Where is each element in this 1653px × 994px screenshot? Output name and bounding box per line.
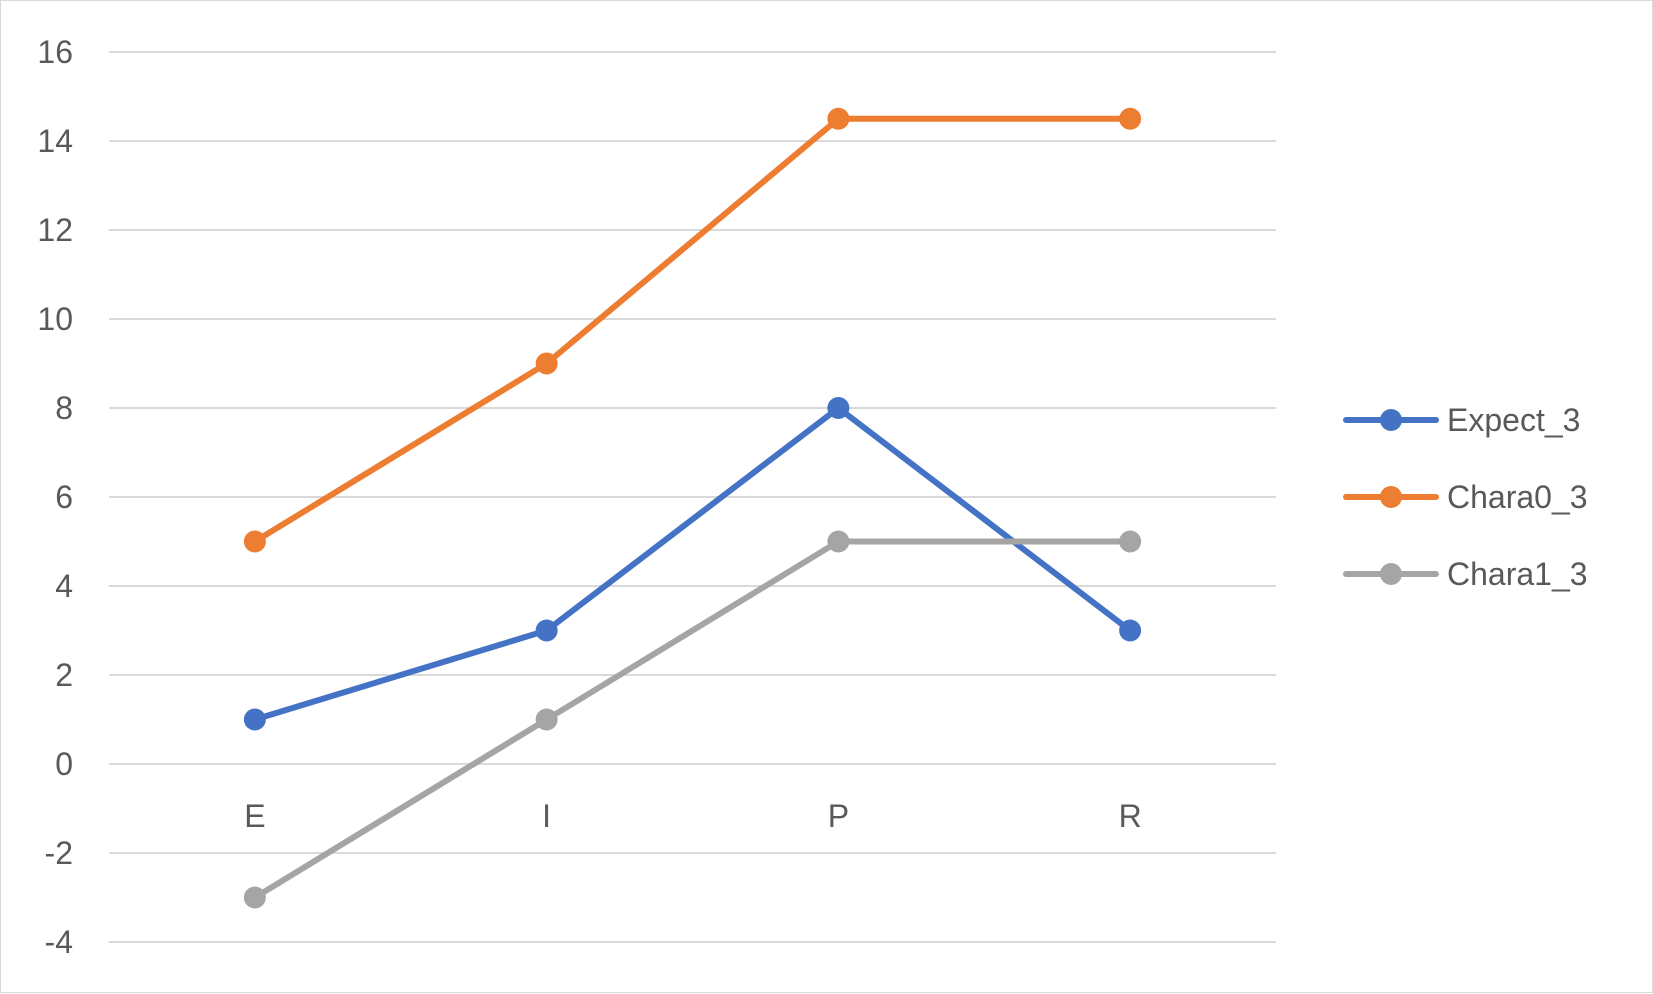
series-line [251, 405, 1134, 723]
legend-label: Expect_3 [1447, 402, 1580, 438]
data-point [1119, 619, 1142, 642]
legend-item: Expect_3 [1343, 402, 1580, 438]
data-point [535, 619, 558, 642]
series-lines [243, 107, 1142, 909]
x-tick-label: P [828, 798, 849, 834]
data-point [1119, 107, 1142, 130]
gridlines [109, 51, 1276, 943]
data-point [243, 886, 266, 909]
series-Expect_3 [243, 397, 1142, 731]
y-tick-label: 6 [55, 479, 73, 515]
y-tick-label: -4 [45, 924, 73, 960]
data-point [827, 107, 850, 130]
y-tick-label: 0 [55, 746, 73, 782]
data-point [827, 397, 850, 419]
series-line [251, 538, 1134, 901]
y-tick-label: 2 [55, 657, 73, 693]
legend-label: Chara0_3 [1447, 479, 1588, 515]
x-tick-label: R [1119, 798, 1142, 834]
y-tick-label: -2 [45, 835, 73, 871]
series-line [251, 115, 1134, 545]
data-point [535, 708, 558, 731]
data-point [535, 352, 558, 375]
y-tick-label: 16 [37, 34, 73, 70]
legend-swatch-marker [1380, 563, 1402, 585]
data-point [243, 708, 266, 731]
data-point [243, 530, 266, 553]
data-point [827, 530, 850, 553]
series-Chara1_3 [243, 530, 1142, 909]
y-tick-label: 10 [37, 301, 73, 337]
legend-label: Chara1_3 [1447, 556, 1588, 592]
x-tick-label: I [542, 798, 551, 834]
legend-item: Chara0_3 [1343, 479, 1588, 515]
legend-swatch-marker [1380, 486, 1402, 508]
y-tick-label: 4 [55, 568, 73, 604]
legend-swatch-marker [1380, 409, 1402, 431]
y-tick-label: 12 [37, 212, 73, 248]
legend-item: Chara1_3 [1343, 556, 1588, 592]
y-axis-tick-labels: -4 -2 0 2 4 6 8 10 12 14 16 [37, 34, 73, 960]
y-tick-label: 8 [55, 390, 73, 426]
x-tick-label: E [244, 798, 265, 834]
legend: Expect_3 Chara0_3 Chara1_3 [1343, 402, 1588, 592]
series-Chara0_3 [243, 107, 1142, 553]
y-tick-label: 14 [37, 123, 73, 159]
data-point [1119, 530, 1142, 553]
